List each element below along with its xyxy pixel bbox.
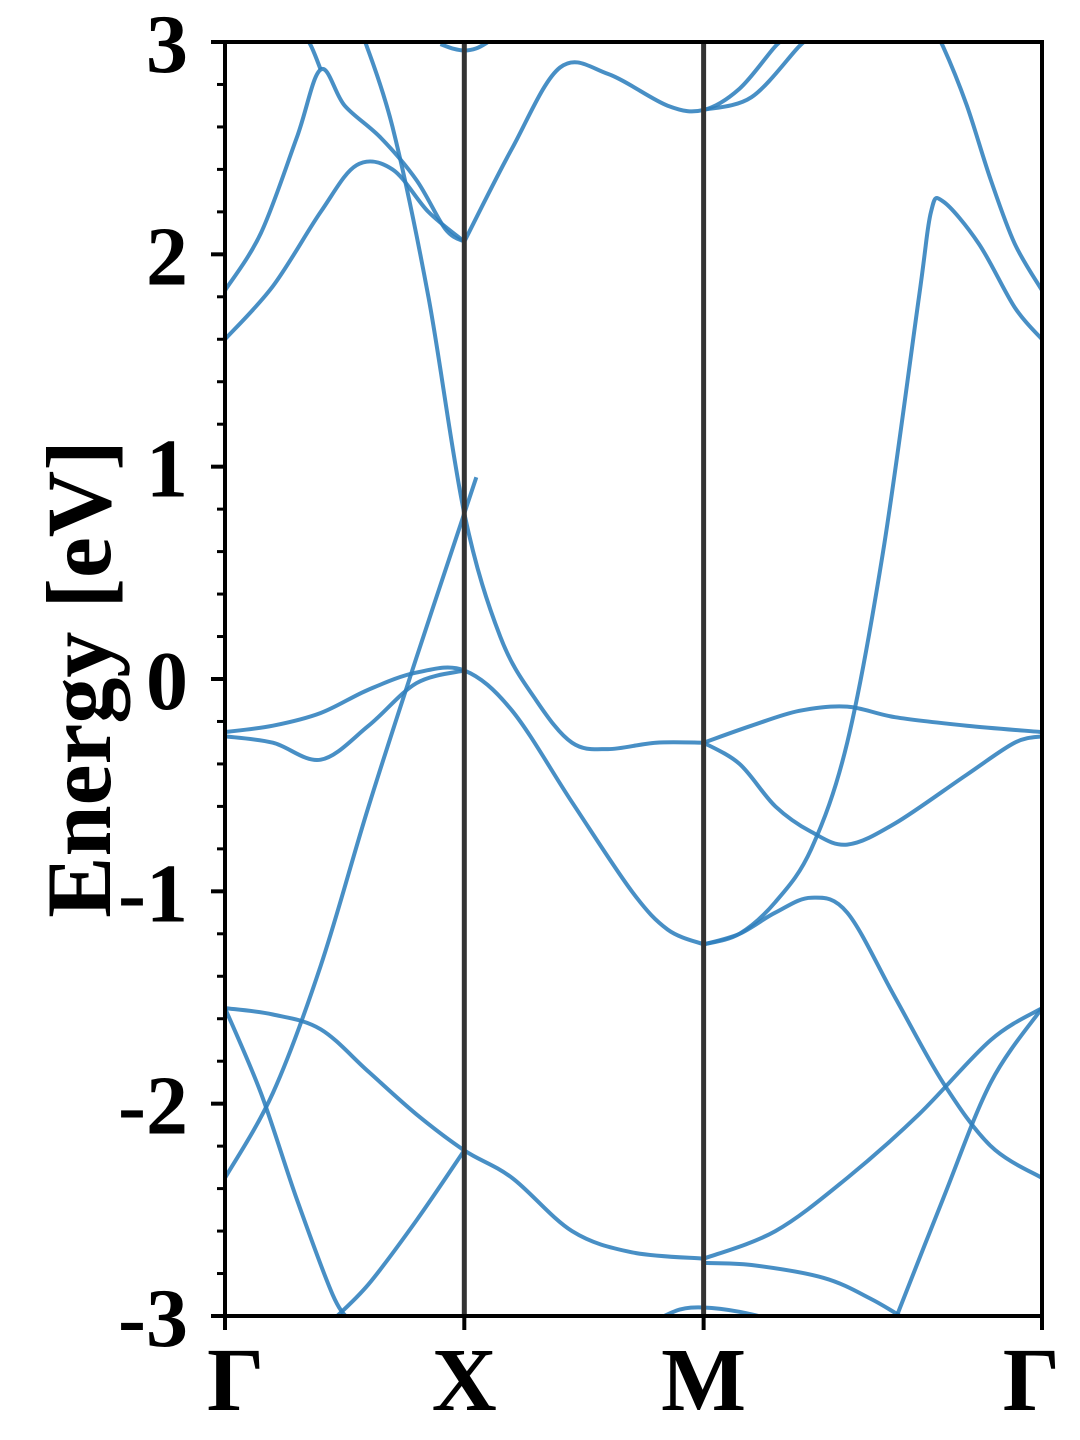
band-line-13 [702, 734, 1042, 847]
band-line-11 [225, 476, 479, 1179]
band-line-17 [334, 1149, 466, 1316]
band-line-9 [225, 665, 705, 947]
band-line-19 [894, 1006, 1042, 1316]
band-line-3 [306, 42, 323, 71]
y-tick-label: -1 [118, 847, 188, 940]
y-tick-label: 2 [146, 210, 188, 303]
band-line-7 [938, 42, 1042, 292]
y-tick-label: -2 [118, 1060, 188, 1153]
y-tick-label: 0 [146, 635, 188, 728]
band-line-1 [225, 159, 466, 341]
band-line-5 [703, 42, 808, 112]
band-line-4 [462, 42, 784, 243]
bands-layer [225, 42, 1042, 1316]
x-tick-label: Γ [207, 1331, 264, 1430]
band-line-20 [703, 1260, 904, 1316]
x-tick-label: Γ [1003, 1331, 1060, 1430]
y-tick-label: 1 [146, 423, 188, 516]
y-axis-label: Energy [eV] [28, 440, 130, 918]
y-axis: -3 -2 -1 0 1 2 3 [118, 0, 225, 1365]
y-tick-label: 3 [146, 0, 188, 91]
band-line-8 [363, 42, 704, 752]
x-tick-label: X [432, 1331, 497, 1430]
y-tick-label: -3 [118, 1272, 188, 1365]
plot-frame [223, 40, 1044, 1318]
band-line-12 [702, 704, 1042, 745]
band-line-16 [225, 1007, 349, 1316]
x-tick-label: M [661, 1331, 746, 1430]
band-line-14 [703, 895, 1042, 1180]
band-line-2 [225, 67, 466, 292]
band-line-18 [702, 1006, 1042, 1261]
band-line-21 [659, 1305, 767, 1316]
band-line-6 [703, 196, 1042, 947]
kpath-lines [461, 42, 707, 1316]
band-line-10 [225, 668, 465, 762]
band-line-15 [225, 1006, 704, 1261]
